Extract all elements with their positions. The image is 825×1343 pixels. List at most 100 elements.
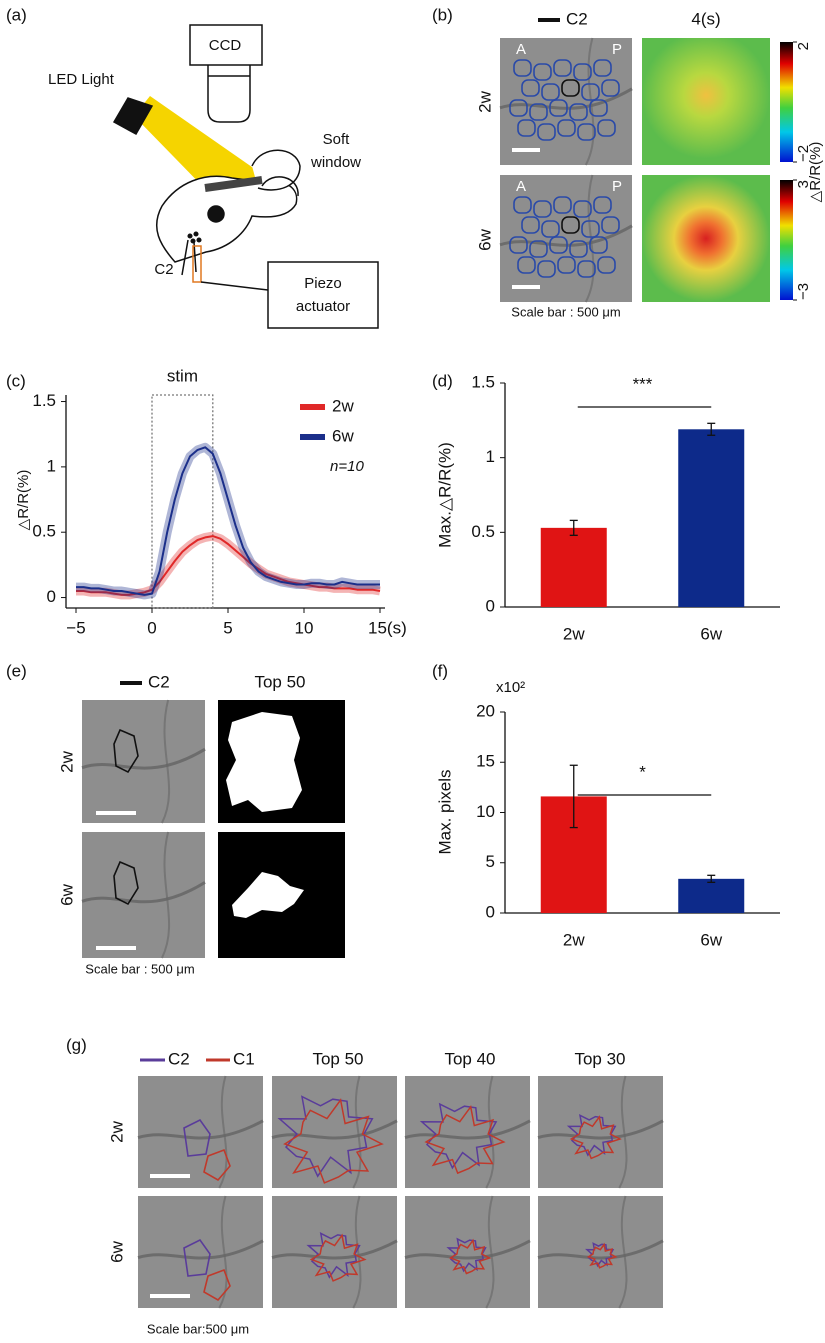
roi: [601, 216, 620, 234]
roi: [597, 256, 616, 274]
y-tick-label: 1.5: [32, 391, 56, 410]
roi: [537, 260, 556, 278]
roi: [529, 240, 548, 258]
row-label: 2w: [475, 90, 494, 112]
stim-label: stim: [167, 366, 198, 385]
scale-bar-label: Scale bar : 500 μm: [511, 304, 620, 319]
y-axis-label: Max. pixels: [435, 769, 454, 854]
roi: [553, 59, 572, 77]
roi: [549, 99, 568, 117]
bar: [678, 429, 745, 607]
photo: [82, 832, 205, 958]
row-label: 6w: [57, 883, 76, 905]
response-map: [642, 175, 770, 302]
significance: *: [639, 762, 646, 781]
roi: [549, 236, 568, 254]
photo: [405, 1076, 530, 1188]
colorbar-tick-label: −3: [795, 283, 812, 300]
row-label: 2w: [107, 1120, 126, 1142]
vessel: [81, 881, 206, 904]
photo: [272, 1076, 397, 1188]
roi: [577, 260, 596, 278]
bar: [540, 527, 607, 607]
legend-label: C2: [566, 9, 588, 28]
x-tick-label: 10: [295, 618, 314, 637]
legend-label: C2: [148, 672, 170, 691]
photo: [538, 1076, 663, 1188]
column-title: Top 50: [254, 672, 305, 691]
vessel: [485, 1195, 495, 1309]
panel-label: (c): [6, 371, 26, 390]
photo: [82, 700, 205, 823]
roi-c2: [183, 1118, 211, 1157]
vessel: [81, 747, 206, 770]
piezo-label: actuator: [296, 298, 350, 315]
photo: [272, 1196, 397, 1308]
roi: [541, 83, 560, 101]
roi: [113, 728, 139, 774]
threshold-area: [232, 872, 304, 918]
legend-label: C1: [233, 1049, 255, 1068]
vessel: [161, 699, 171, 824]
vessel: [537, 1119, 664, 1140]
whisker-label: C2: [154, 261, 173, 278]
roi: [529, 103, 548, 121]
vessel: [218, 1075, 228, 1189]
vessel: [352, 1075, 362, 1189]
roi: [557, 119, 576, 137]
multiplier: x10²: [496, 679, 525, 696]
colorbar-tick-label: −2: [795, 145, 812, 162]
area-c2: [446, 1237, 487, 1273]
vessel: [404, 1239, 531, 1260]
threshold-area: [226, 712, 302, 812]
posterior: P: [612, 178, 622, 195]
scale-bar-label: Scale bar:500 μm: [147, 1321, 249, 1336]
series-line: [76, 535, 381, 596]
roi: [533, 200, 552, 218]
row-label: 6w: [107, 1240, 126, 1262]
roi: [521, 79, 540, 97]
y-tick-label: 0: [486, 902, 495, 921]
roi: [533, 63, 552, 81]
y-tick-label: 10: [476, 802, 495, 821]
roi: [573, 200, 592, 218]
colorbar-tick-label: 2: [795, 42, 812, 50]
panel-label: (g): [66, 1035, 87, 1054]
roi: [513, 59, 532, 77]
roi: [561, 79, 580, 97]
area-c1: [586, 1242, 618, 1269]
photo: [138, 1196, 263, 1308]
roi: [517, 119, 536, 137]
bar: [678, 878, 745, 913]
y-tick-label: 0.5: [471, 522, 495, 541]
vessel: [271, 1119, 398, 1140]
vessel: [404, 1119, 531, 1140]
roi: [509, 99, 528, 117]
x-tick-label: 2w: [563, 930, 585, 949]
roi: [589, 99, 608, 117]
colorbar: [780, 42, 793, 162]
y-tick-label: 20: [476, 701, 495, 720]
panel-label: (e): [6, 661, 27, 680]
y-tick-label: 0: [486, 596, 495, 615]
roi-c1: [203, 1268, 231, 1302]
led-label: LED Light: [48, 71, 115, 88]
anterior: A: [516, 178, 526, 195]
roi: [569, 103, 588, 121]
legend-label: C2: [168, 1049, 190, 1068]
column-title: 4(s): [691, 9, 720, 28]
roi: [597, 119, 616, 137]
anterior: A: [516, 41, 526, 58]
y-axis-label: △R/R(%): [15, 470, 32, 531]
window-label: window: [310, 154, 361, 171]
x-tick-label: −5: [66, 618, 85, 637]
roi: [517, 256, 536, 274]
photo: [138, 1076, 263, 1188]
stim-window: [151, 394, 214, 609]
y-axis-label: Max.△R/R(%): [435, 442, 454, 548]
x-tick-label: 6w: [700, 930, 722, 949]
photo: [405, 1196, 530, 1308]
area-c1: [448, 1238, 492, 1275]
roi: [601, 79, 620, 97]
